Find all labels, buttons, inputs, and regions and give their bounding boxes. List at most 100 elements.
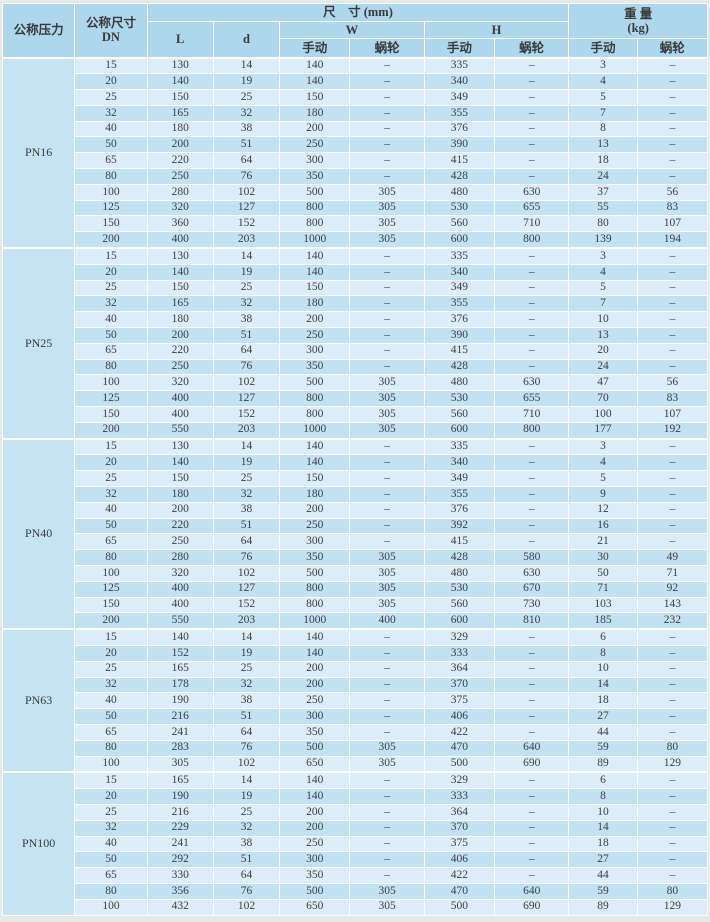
value-cell: 190 bbox=[146, 692, 214, 710]
value-cell: – bbox=[494, 120, 570, 138]
value-cell: 216 bbox=[146, 708, 214, 725]
value-cell: – bbox=[349, 152, 425, 170]
value-cell: 415 bbox=[423, 342, 496, 360]
value-cell: 140 bbox=[146, 263, 214, 281]
value-cell: – bbox=[636, 867, 709, 884]
value-cell: – bbox=[494, 644, 570, 662]
value-cell: 428 bbox=[423, 549, 496, 566]
table-row: 100 320 102 500 305 480 630 47 56 bbox=[3, 374, 709, 392]
value-cell: 194 bbox=[636, 231, 709, 249]
value-cell: 250 bbox=[279, 835, 351, 853]
value-cell: 630 bbox=[494, 565, 570, 582]
value-cell: 500 bbox=[279, 882, 351, 900]
dn-cell: 32 bbox=[74, 104, 148, 122]
value-cell: 335 bbox=[423, 437, 496, 456]
value-cell: 18 bbox=[568, 835, 638, 853]
value-cell: 89 bbox=[568, 755, 638, 773]
value-cell: 305 bbox=[349, 565, 425, 582]
value-cell: 200 bbox=[279, 501, 351, 519]
value-cell: 232 bbox=[636, 612, 709, 630]
value-cell: 1000 bbox=[279, 231, 351, 249]
table-row: 32 229 32 200–370–14– bbox=[3, 819, 709, 837]
value-cell: 130 bbox=[146, 56, 214, 75]
value-cell: 19 bbox=[212, 454, 281, 472]
value-cell: 335 bbox=[423, 247, 496, 265]
header-weight-line2: (kg) bbox=[627, 21, 649, 35]
value-cell: 7 bbox=[568, 104, 638, 122]
value-cell: 150 bbox=[146, 89, 214, 106]
value-cell: 165 bbox=[146, 295, 214, 313]
value-cell: 44 bbox=[568, 867, 638, 884]
value-cell: 550 bbox=[146, 612, 214, 630]
value-cell: – bbox=[494, 152, 570, 170]
value-cell: 150 bbox=[146, 279, 214, 297]
value-cell: 100 bbox=[568, 406, 638, 423]
value-cell: 500 bbox=[423, 898, 496, 916]
value-cell: 350 bbox=[279, 358, 351, 376]
dn-cell: 65 bbox=[74, 533, 148, 551]
value-cell: 38 bbox=[212, 311, 281, 329]
dn-cell: 200 bbox=[74, 612, 148, 630]
value-cell: 76 bbox=[212, 549, 281, 566]
value-cell: – bbox=[494, 533, 570, 551]
value-cell: 428 bbox=[423, 358, 496, 376]
value-cell: – bbox=[349, 788, 425, 805]
value-cell: 129 bbox=[636, 755, 709, 773]
value-cell: 32 bbox=[212, 676, 281, 694]
value-cell: – bbox=[349, 295, 425, 313]
value-cell: 305 bbox=[349, 882, 425, 900]
value-cell: – bbox=[349, 819, 425, 837]
header-col-d: d bbox=[212, 21, 281, 58]
value-cell: 305 bbox=[349, 199, 425, 217]
value-cell: 305 bbox=[349, 406, 425, 423]
value-cell: 630 bbox=[494, 183, 570, 201]
value-cell: 150 bbox=[279, 89, 351, 106]
value-cell: 14 bbox=[568, 819, 638, 837]
value-cell: – bbox=[494, 279, 570, 297]
value-cell: 216 bbox=[146, 803, 214, 821]
value-cell: 3 bbox=[568, 247, 638, 265]
value-cell: 406 bbox=[423, 851, 496, 869]
value-cell: 355 bbox=[423, 104, 496, 122]
value-cell: – bbox=[349, 263, 425, 281]
value-cell: 180 bbox=[279, 295, 351, 313]
dn-cell: 65 bbox=[74, 867, 148, 884]
value-cell: 80 bbox=[568, 215, 638, 233]
value-cell: – bbox=[349, 692, 425, 710]
value-cell: 670 bbox=[494, 580, 570, 598]
dn-cell: 20 bbox=[74, 644, 148, 662]
value-cell: 406 bbox=[423, 708, 496, 725]
value-cell: 200 bbox=[146, 327, 214, 344]
value-cell: 530 bbox=[423, 390, 496, 408]
value-cell: 355 bbox=[423, 486, 496, 503]
value-cell: – bbox=[494, 263, 570, 281]
value-cell: 305 bbox=[349, 549, 425, 566]
table-row: 200 550 203 1000 400 600 810 185 232 bbox=[3, 612, 709, 630]
dn-cell: 50 bbox=[74, 136, 148, 154]
value-cell: 152 bbox=[212, 596, 281, 614]
value-cell: – bbox=[349, 835, 425, 853]
value-cell: 16 bbox=[568, 517, 638, 535]
value-cell: 500 bbox=[279, 183, 351, 201]
value-cell: – bbox=[494, 867, 570, 884]
table-row: 40 200 38 200–376–12– bbox=[3, 501, 709, 519]
header-dn: 公称尺寸 DN bbox=[74, 3, 148, 58]
value-cell: 530 bbox=[423, 580, 496, 598]
table-row: 20 140 19 140–340–4– bbox=[3, 263, 709, 281]
value-cell: 71 bbox=[636, 565, 709, 582]
pressure-section-pn25: PN25 15 130 14 140–335–3–20 140 19 140–340–4–25… bbox=[1, 247, 709, 440]
value-cell: 150 bbox=[279, 279, 351, 297]
value-cell: 25 bbox=[212, 89, 281, 106]
table-row: 32 180 32 180–355–9– bbox=[3, 486, 709, 503]
value-cell: 76 bbox=[212, 739, 281, 757]
value-cell: 140 bbox=[279, 628, 351, 646]
value-cell: 71 bbox=[568, 580, 638, 598]
value-cell: 480 bbox=[423, 565, 496, 582]
dn-cell: 25 bbox=[74, 660, 148, 678]
table-row: 100 432 102 650 305 500 690 89 129 bbox=[3, 898, 709, 916]
value-cell: 6 bbox=[568, 628, 638, 646]
value-cell: – bbox=[636, 358, 709, 376]
value-cell: – bbox=[636, 486, 709, 503]
value-cell: 800 bbox=[279, 406, 351, 423]
value-cell: 350 bbox=[279, 168, 351, 185]
